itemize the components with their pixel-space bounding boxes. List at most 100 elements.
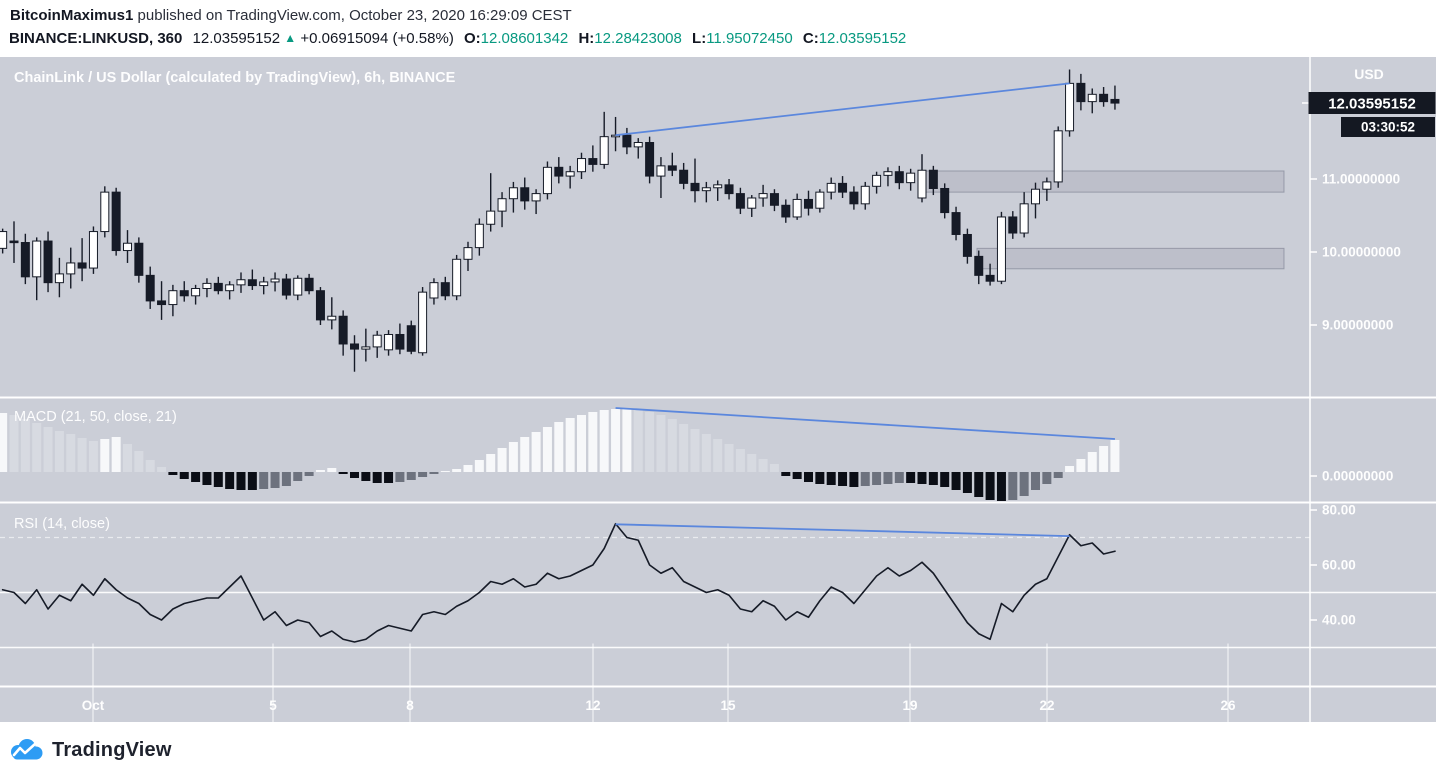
time-axis-label: 8 [406, 698, 414, 713]
candle [213, 276, 223, 295]
macd-bar [1110, 440, 1120, 472]
macd-bar [758, 459, 768, 472]
candle [338, 310, 348, 356]
candle [985, 263, 995, 286]
candle [588, 145, 598, 172]
candle [577, 152, 586, 179]
macd-bar [429, 472, 439, 474]
macd-bar [1019, 472, 1029, 496]
macd-bar [826, 472, 836, 485]
chart-canvas[interactable]: 11.00000000 10.00000000 9.00000000 0.000000… [0, 57, 1436, 722]
candle [928, 165, 938, 196]
candle [622, 127, 632, 155]
price-trendline[interactable] [615, 82, 1070, 137]
support-zone[interactable] [976, 247, 1285, 270]
candle [781, 199, 791, 223]
rsi-trendline[interactable] [615, 523, 1070, 538]
resistance-zone[interactable] [921, 170, 1285, 193]
byline-text: published on TradingView.com, October 23… [133, 7, 572, 24]
rsi-axis-label: 80.00 [1322, 503, 1356, 518]
macd-bar [440, 471, 450, 472]
tradingview-cloud-icon [11, 739, 43, 760]
close-label: C: [802, 30, 819, 47]
close-value: 12.03595152 [818, 30, 907, 47]
candle [100, 186, 110, 238]
tradingview-logo[interactable]: TradingView [8, 734, 172, 766]
macd-bar [20, 419, 30, 472]
price-axis-label: 9.00000000 [1322, 318, 1393, 333]
macd-bar [1087, 452, 1097, 472]
price-scale[interactable] [1310, 57, 1436, 722]
macd-bar [520, 437, 530, 472]
candle [384, 330, 394, 356]
candle [225, 281, 235, 300]
candle [940, 183, 950, 219]
candle [236, 272, 246, 293]
author-name[interactable]: BitcoinMaximus1 [10, 7, 134, 24]
candle [758, 184, 768, 207]
macd-bar [293, 472, 303, 481]
macd-bar [281, 472, 291, 486]
macd-bar [145, 460, 155, 472]
macd-bar [542, 427, 552, 472]
candle [486, 173, 496, 232]
candle [701, 181, 711, 203]
macd-bar [1008, 472, 1018, 500]
macd-bar [338, 472, 348, 474]
macd-bar [43, 427, 53, 472]
time-axis-label: 19 [902, 698, 917, 713]
candle [1019, 192, 1029, 238]
macd-bar [1031, 472, 1040, 490]
macd-bar [202, 472, 212, 485]
macd-bar [974, 472, 984, 497]
macd-bar [32, 423, 42, 472]
macd-bar [111, 437, 121, 472]
macd-bar [735, 449, 745, 472]
macd-trendline[interactable] [615, 407, 1116, 440]
header: BitcoinMaximus1 published on TradingView… [0, 0, 1436, 57]
candle [406, 320, 416, 355]
candle [372, 330, 382, 358]
macd-bar [838, 472, 848, 486]
candle [123, 230, 132, 263]
rsi-axis-label: 60.00 [1322, 558, 1356, 573]
chart-background [0, 57, 1436, 722]
candle [645, 136, 655, 184]
macd-bar [872, 472, 882, 485]
candle [724, 179, 734, 200]
high-label: H: [578, 30, 595, 47]
macd-bar [77, 438, 87, 472]
candle [179, 281, 189, 302]
time-scale[interactable] [0, 686, 1310, 723]
candle [1053, 126, 1063, 188]
macd-bar [679, 424, 689, 472]
macd-bar [134, 451, 144, 472]
candle [395, 323, 405, 355]
macd-bar [213, 472, 223, 487]
candle [77, 238, 87, 282]
candle [281, 273, 291, 300]
macd-bar [883, 472, 893, 484]
last-price: 12.03595152 [192, 30, 281, 47]
macd-bar [577, 415, 586, 472]
candle [996, 211, 1006, 285]
macd-bar [622, 409, 632, 472]
macd-bar [1076, 459, 1086, 472]
candle [32, 237, 42, 301]
candle [679, 162, 689, 190]
candle [520, 177, 530, 210]
price-axis-label: 11.00000000 [1322, 172, 1400, 187]
macd-bar [951, 472, 961, 490]
candle [361, 328, 371, 362]
up-arrow-icon: ▲ [284, 31, 297, 45]
last-price-badge-value: 12.03595152 [1328, 96, 1416, 113]
candle [872, 171, 882, 194]
symbol-name[interactable]: BINANCE:LINKUSD, 360 [9, 30, 183, 47]
candle [20, 233, 30, 285]
candle [917, 154, 927, 203]
macd-bar [906, 472, 916, 483]
byline: BitcoinMaximus1 published on TradingView… [10, 7, 572, 24]
macd-bar [690, 429, 700, 472]
candle [565, 165, 575, 189]
time-axis-label: 26 [1220, 698, 1236, 713]
